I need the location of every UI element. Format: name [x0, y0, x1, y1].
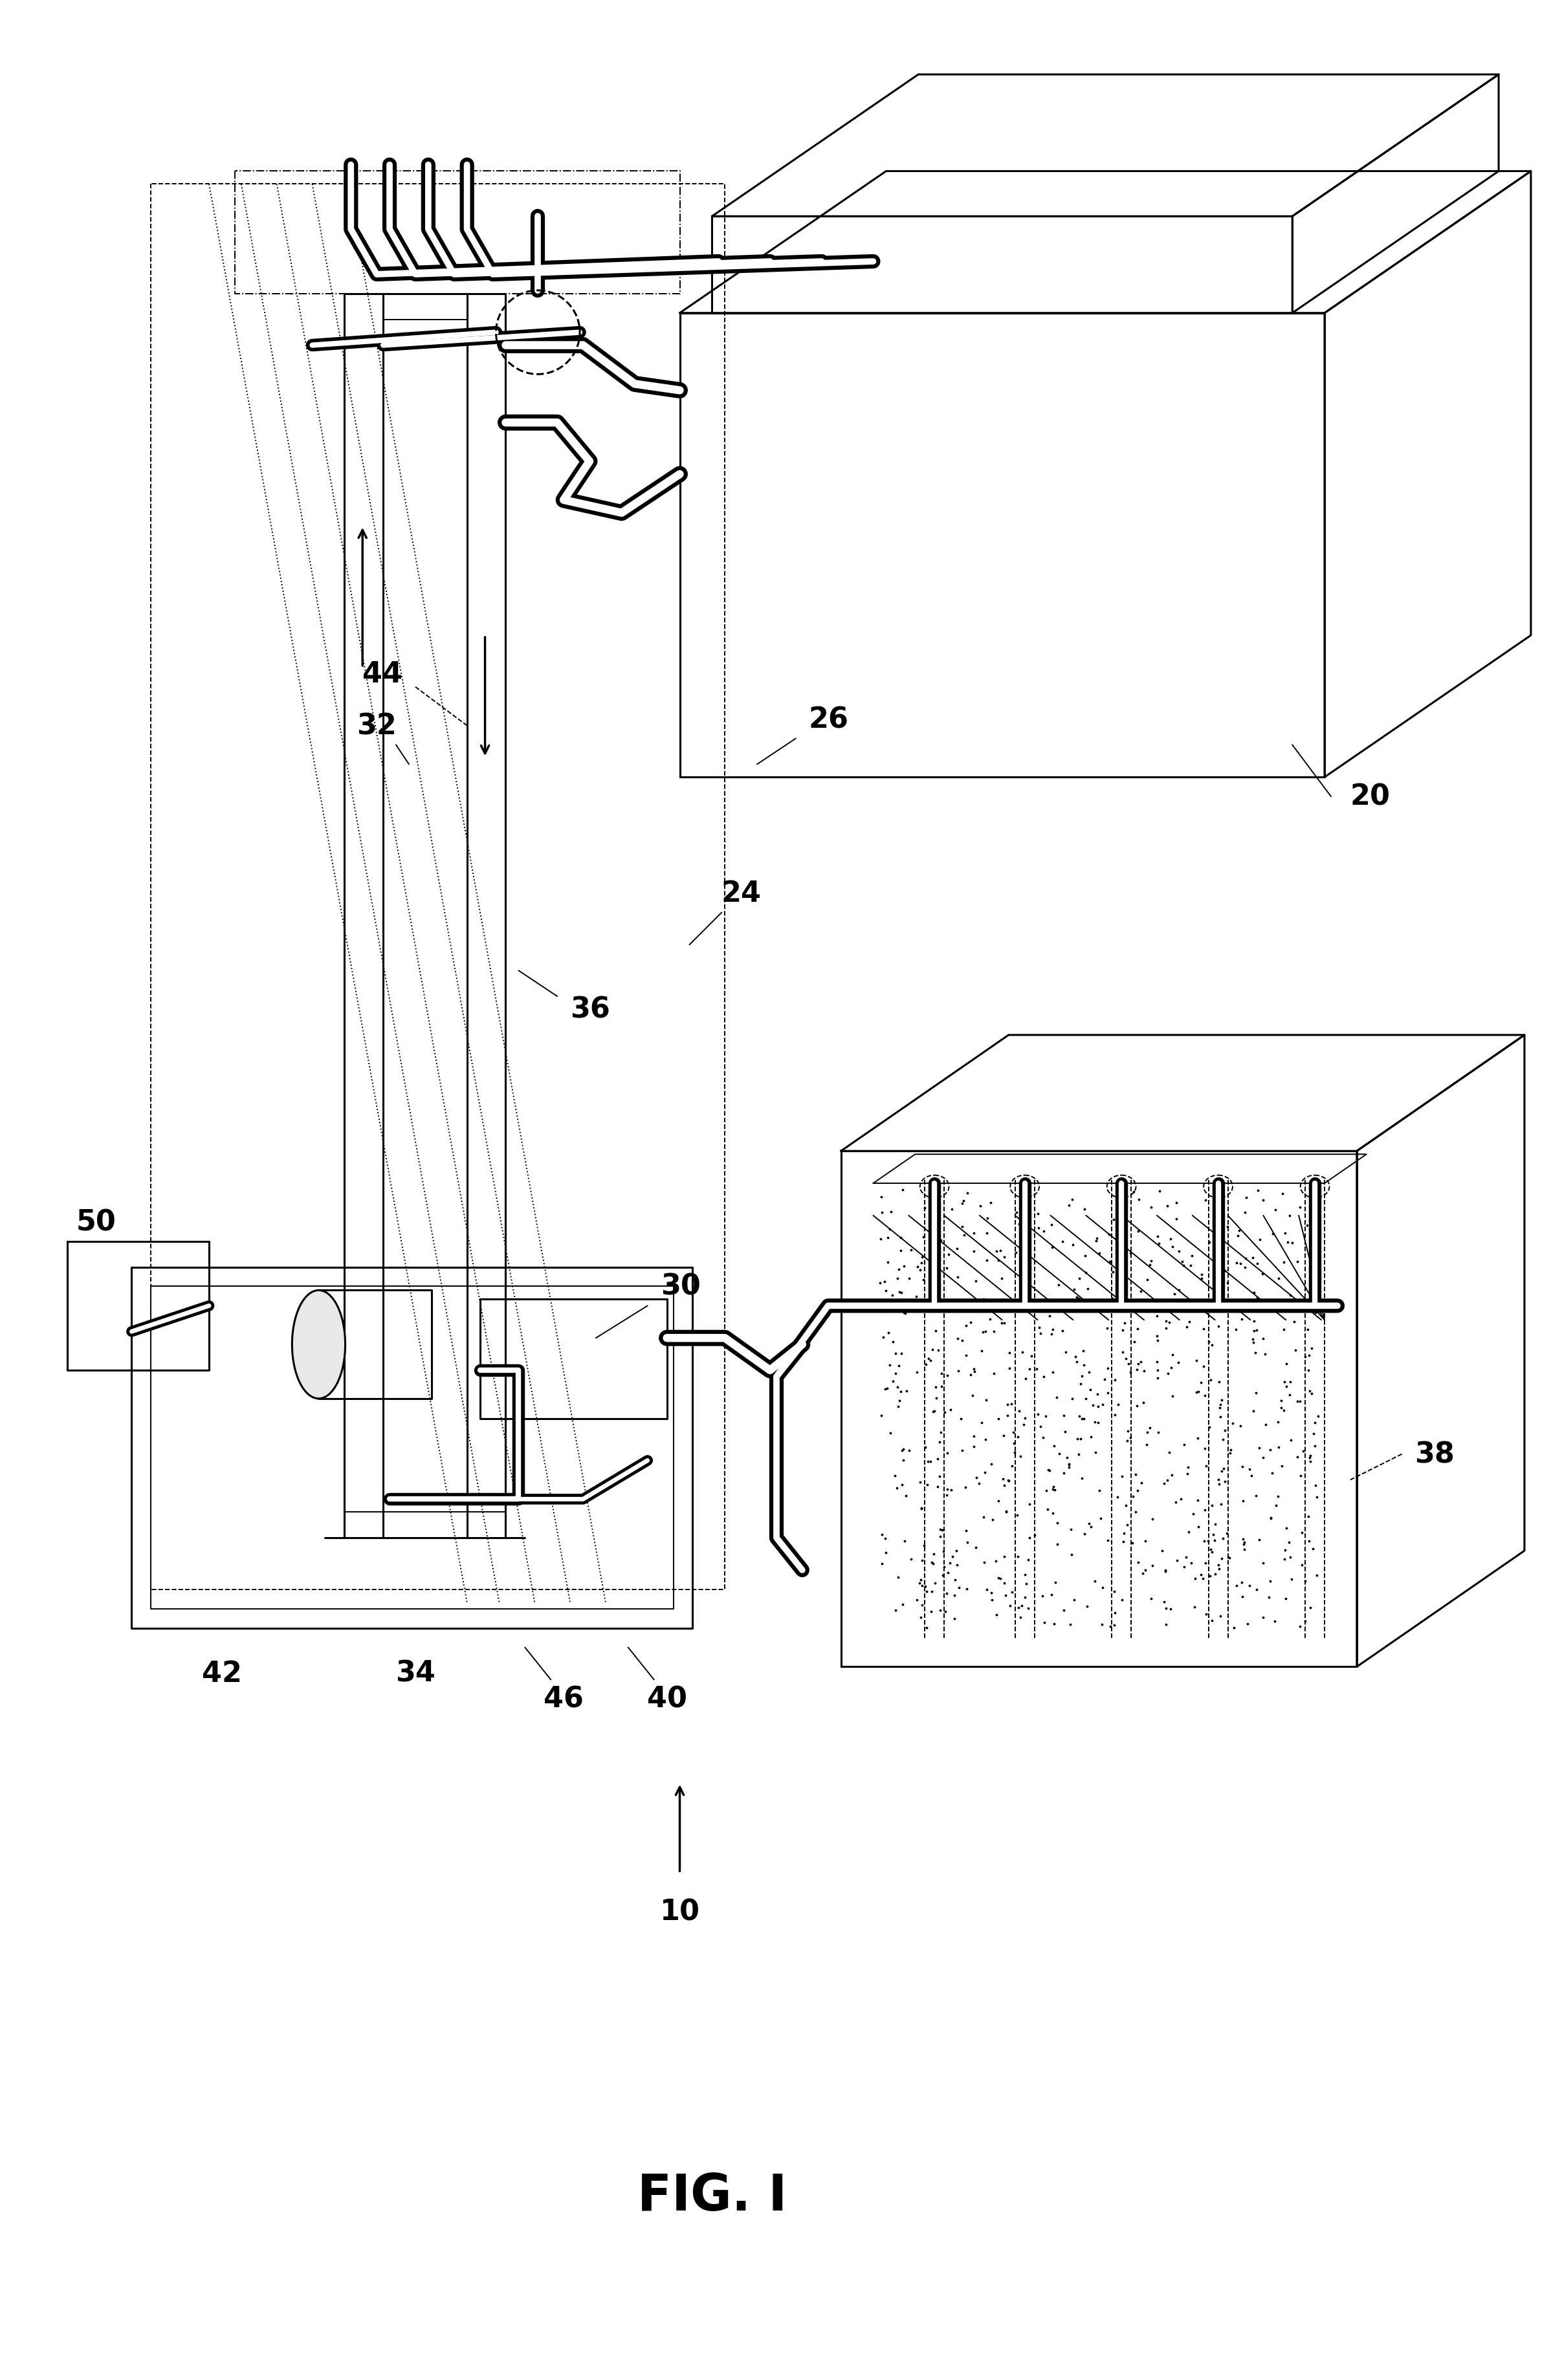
Text: 44: 44	[363, 662, 402, 688]
Text: 34: 34	[396, 1659, 436, 1687]
Ellipse shape	[292, 1290, 346, 1399]
Text: FIG. I: FIG. I	[637, 2171, 786, 2221]
Text: 32: 32	[357, 712, 397, 740]
Text: 26: 26	[808, 704, 848, 733]
Text: 20: 20	[1351, 783, 1390, 812]
Text: 46: 46	[543, 1685, 583, 1714]
Text: 50: 50	[76, 1209, 116, 1235]
Text: 10: 10	[659, 1897, 700, 1925]
Text: 40: 40	[647, 1685, 687, 1714]
Text: 38: 38	[1415, 1440, 1455, 1468]
Text: 42: 42	[202, 1659, 242, 1687]
Text: 36: 36	[571, 995, 610, 1023]
Text: 30: 30	[661, 1273, 701, 1299]
Text: 24: 24	[721, 881, 762, 907]
